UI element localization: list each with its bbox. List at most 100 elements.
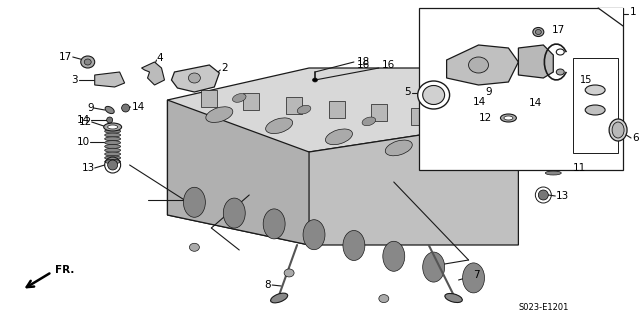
Ellipse shape <box>263 209 285 239</box>
Text: 10: 10 <box>77 137 90 147</box>
Ellipse shape <box>545 143 561 147</box>
Ellipse shape <box>427 129 440 137</box>
Ellipse shape <box>422 252 445 282</box>
Polygon shape <box>141 62 164 85</box>
Text: 12: 12 <box>479 113 492 123</box>
Ellipse shape <box>298 105 311 114</box>
Text: 6: 6 <box>632 133 639 143</box>
Text: 1: 1 <box>630 7 637 17</box>
Ellipse shape <box>266 118 292 134</box>
Ellipse shape <box>223 198 245 228</box>
Ellipse shape <box>105 129 120 133</box>
Ellipse shape <box>379 294 388 303</box>
Text: 14: 14 <box>132 102 145 112</box>
Ellipse shape <box>104 123 122 131</box>
Text: 12: 12 <box>79 117 92 127</box>
Text: FR.: FR. <box>55 265 74 275</box>
Bar <box>419 8 623 170</box>
Ellipse shape <box>105 145 120 148</box>
Polygon shape <box>202 90 218 107</box>
Ellipse shape <box>612 122 624 138</box>
Text: 8: 8 <box>264 280 271 290</box>
Polygon shape <box>172 65 220 92</box>
Polygon shape <box>243 93 259 110</box>
Ellipse shape <box>362 117 376 126</box>
Polygon shape <box>286 97 302 114</box>
Text: 14: 14 <box>529 98 541 108</box>
Text: 17: 17 <box>552 25 566 35</box>
Ellipse shape <box>545 164 561 168</box>
Polygon shape <box>329 101 345 118</box>
Ellipse shape <box>284 269 294 277</box>
Ellipse shape <box>504 116 513 120</box>
Polygon shape <box>168 120 518 245</box>
Ellipse shape <box>609 119 627 141</box>
Circle shape <box>122 104 129 112</box>
Ellipse shape <box>545 146 561 151</box>
Text: 5: 5 <box>404 87 411 97</box>
Text: 9: 9 <box>87 103 93 113</box>
Ellipse shape <box>422 85 445 105</box>
Circle shape <box>502 84 511 92</box>
Polygon shape <box>168 100 309 245</box>
Ellipse shape <box>105 107 114 114</box>
Ellipse shape <box>533 27 544 36</box>
Text: 15: 15 <box>580 75 593 85</box>
Polygon shape <box>518 45 554 78</box>
Ellipse shape <box>545 167 561 172</box>
Ellipse shape <box>545 160 561 165</box>
Ellipse shape <box>105 133 120 137</box>
Ellipse shape <box>545 139 561 144</box>
Ellipse shape <box>105 137 120 141</box>
Ellipse shape <box>189 243 200 251</box>
Ellipse shape <box>188 73 200 83</box>
Circle shape <box>108 160 118 170</box>
Polygon shape <box>452 111 468 129</box>
Ellipse shape <box>385 140 412 156</box>
Polygon shape <box>598 8 623 26</box>
Circle shape <box>538 190 548 200</box>
Ellipse shape <box>105 141 120 145</box>
Ellipse shape <box>105 152 120 156</box>
Text: 3: 3 <box>71 75 77 85</box>
Ellipse shape <box>232 93 246 102</box>
Ellipse shape <box>206 107 233 122</box>
Text: 13: 13 <box>81 163 95 173</box>
Text: 18: 18 <box>357 57 370 67</box>
Ellipse shape <box>383 241 404 271</box>
Text: 16: 16 <box>357 60 370 70</box>
Polygon shape <box>95 72 125 87</box>
Ellipse shape <box>500 114 516 122</box>
Text: 4: 4 <box>157 53 163 63</box>
Text: 16: 16 <box>382 60 395 70</box>
Polygon shape <box>447 45 518 85</box>
Circle shape <box>500 102 506 108</box>
Ellipse shape <box>326 129 353 145</box>
Ellipse shape <box>105 148 120 152</box>
Ellipse shape <box>312 78 317 82</box>
Polygon shape <box>411 108 427 125</box>
Ellipse shape <box>545 153 561 158</box>
Polygon shape <box>168 68 518 155</box>
Ellipse shape <box>545 171 561 175</box>
Ellipse shape <box>105 160 120 164</box>
Bar <box>573 58 618 153</box>
Ellipse shape <box>108 125 118 129</box>
Ellipse shape <box>84 59 92 65</box>
Text: 14: 14 <box>473 97 486 107</box>
Ellipse shape <box>445 293 462 302</box>
Ellipse shape <box>445 151 472 167</box>
Text: 2: 2 <box>221 63 228 73</box>
Text: 13: 13 <box>556 191 570 201</box>
Ellipse shape <box>184 187 205 217</box>
Ellipse shape <box>463 263 484 293</box>
Circle shape <box>520 102 526 108</box>
Ellipse shape <box>585 85 605 95</box>
Ellipse shape <box>81 56 95 68</box>
Ellipse shape <box>556 49 564 55</box>
Ellipse shape <box>271 293 287 303</box>
Text: 11: 11 <box>573 163 586 173</box>
Ellipse shape <box>468 57 488 73</box>
Ellipse shape <box>105 156 120 160</box>
Text: S023-E1201: S023-E1201 <box>518 303 569 313</box>
